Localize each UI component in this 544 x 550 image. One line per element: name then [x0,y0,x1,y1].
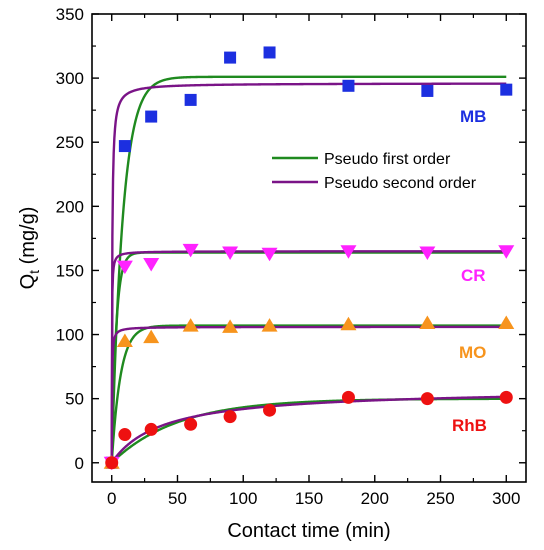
point-cr [182,243,199,258]
y-axis-title: Qt (mg/g) [17,207,42,290]
pfo-curve-rhb [110,397,507,464]
pso-curve-rhb [110,395,507,464]
pfo-curve-mo [110,324,507,463]
point-cr [222,246,239,260]
point-cr [116,260,133,275]
point-mb [421,84,434,97]
point-mo [261,318,278,332]
point-mb [342,79,355,92]
pso-curve-mo [110,325,507,463]
x-tick-label: 50 [168,489,187,508]
point-mb [145,110,158,123]
point-cr [498,245,515,259]
y-tick-label: 350 [56,5,84,24]
x-tick-label: 100 [229,489,257,508]
x-tick-label: 200 [361,489,389,508]
series-label-rhb: RhB [452,416,487,435]
series-label-cr: CR [461,266,486,285]
point-rhb [144,422,158,436]
point-mo [340,316,357,331]
pfo-curve-mb [110,75,507,463]
y-tick-label: 250 [56,133,84,152]
point-rhb [499,390,513,404]
y-tick-label: 0 [75,454,84,473]
point-rhb [184,417,198,431]
y-axis-unit: (mg/g) [17,207,39,270]
pso-curve-cr [110,250,507,463]
point-rhb [118,428,132,442]
point-rhb [420,392,434,406]
series-label-mb: MB [460,107,486,126]
x-tick-label: 150 [295,489,323,508]
point-cr [419,246,436,260]
pfo-curve-cr [110,251,507,463]
data-points [103,46,515,471]
point-mb [184,93,197,106]
point-mo [222,319,239,333]
point-mb [118,140,131,153]
y-axis-symbol: Q [17,274,39,290]
pso-curve-mb [110,82,507,463]
point-cr [340,245,357,259]
point-mo [143,329,160,344]
point-rhb [341,390,355,404]
y-tick-label: 300 [56,69,84,88]
point-mo [498,315,515,330]
x-tick-label: 250 [426,489,454,508]
y-tick-label: 50 [65,390,84,409]
legend-label-pfo: Pseudo first order [324,151,451,168]
y-tick-label: 150 [56,261,84,280]
legend-label-pso: Pseudo second order [324,175,477,192]
x-axis-title: Contact time (min) [227,520,390,542]
point-mo [419,315,436,330]
legend: Pseudo first order Pseudo second order [272,151,477,192]
point-mb [263,46,276,59]
point-cr [261,247,278,262]
point-mb [500,83,513,96]
point-mo [116,333,133,347]
point-rhb [263,403,277,417]
fit-curves [110,75,507,464]
point-rhb [223,410,237,424]
point-rhb [105,456,119,470]
y-axis-subscript: t [26,270,42,274]
point-mb [224,51,237,64]
axis-ticks: 0 50 100 150 200 250 300 0 50 100 150 200 250 300 350 [56,5,526,508]
x-tick-label: 0 [107,489,116,508]
y-tick-label: 200 [56,197,84,216]
series-label-mo: MO [459,343,486,362]
x-tick-label: 300 [492,489,520,508]
point-mo [182,318,199,332]
point-cr [143,258,160,272]
y-tick-label: 100 [56,326,84,345]
